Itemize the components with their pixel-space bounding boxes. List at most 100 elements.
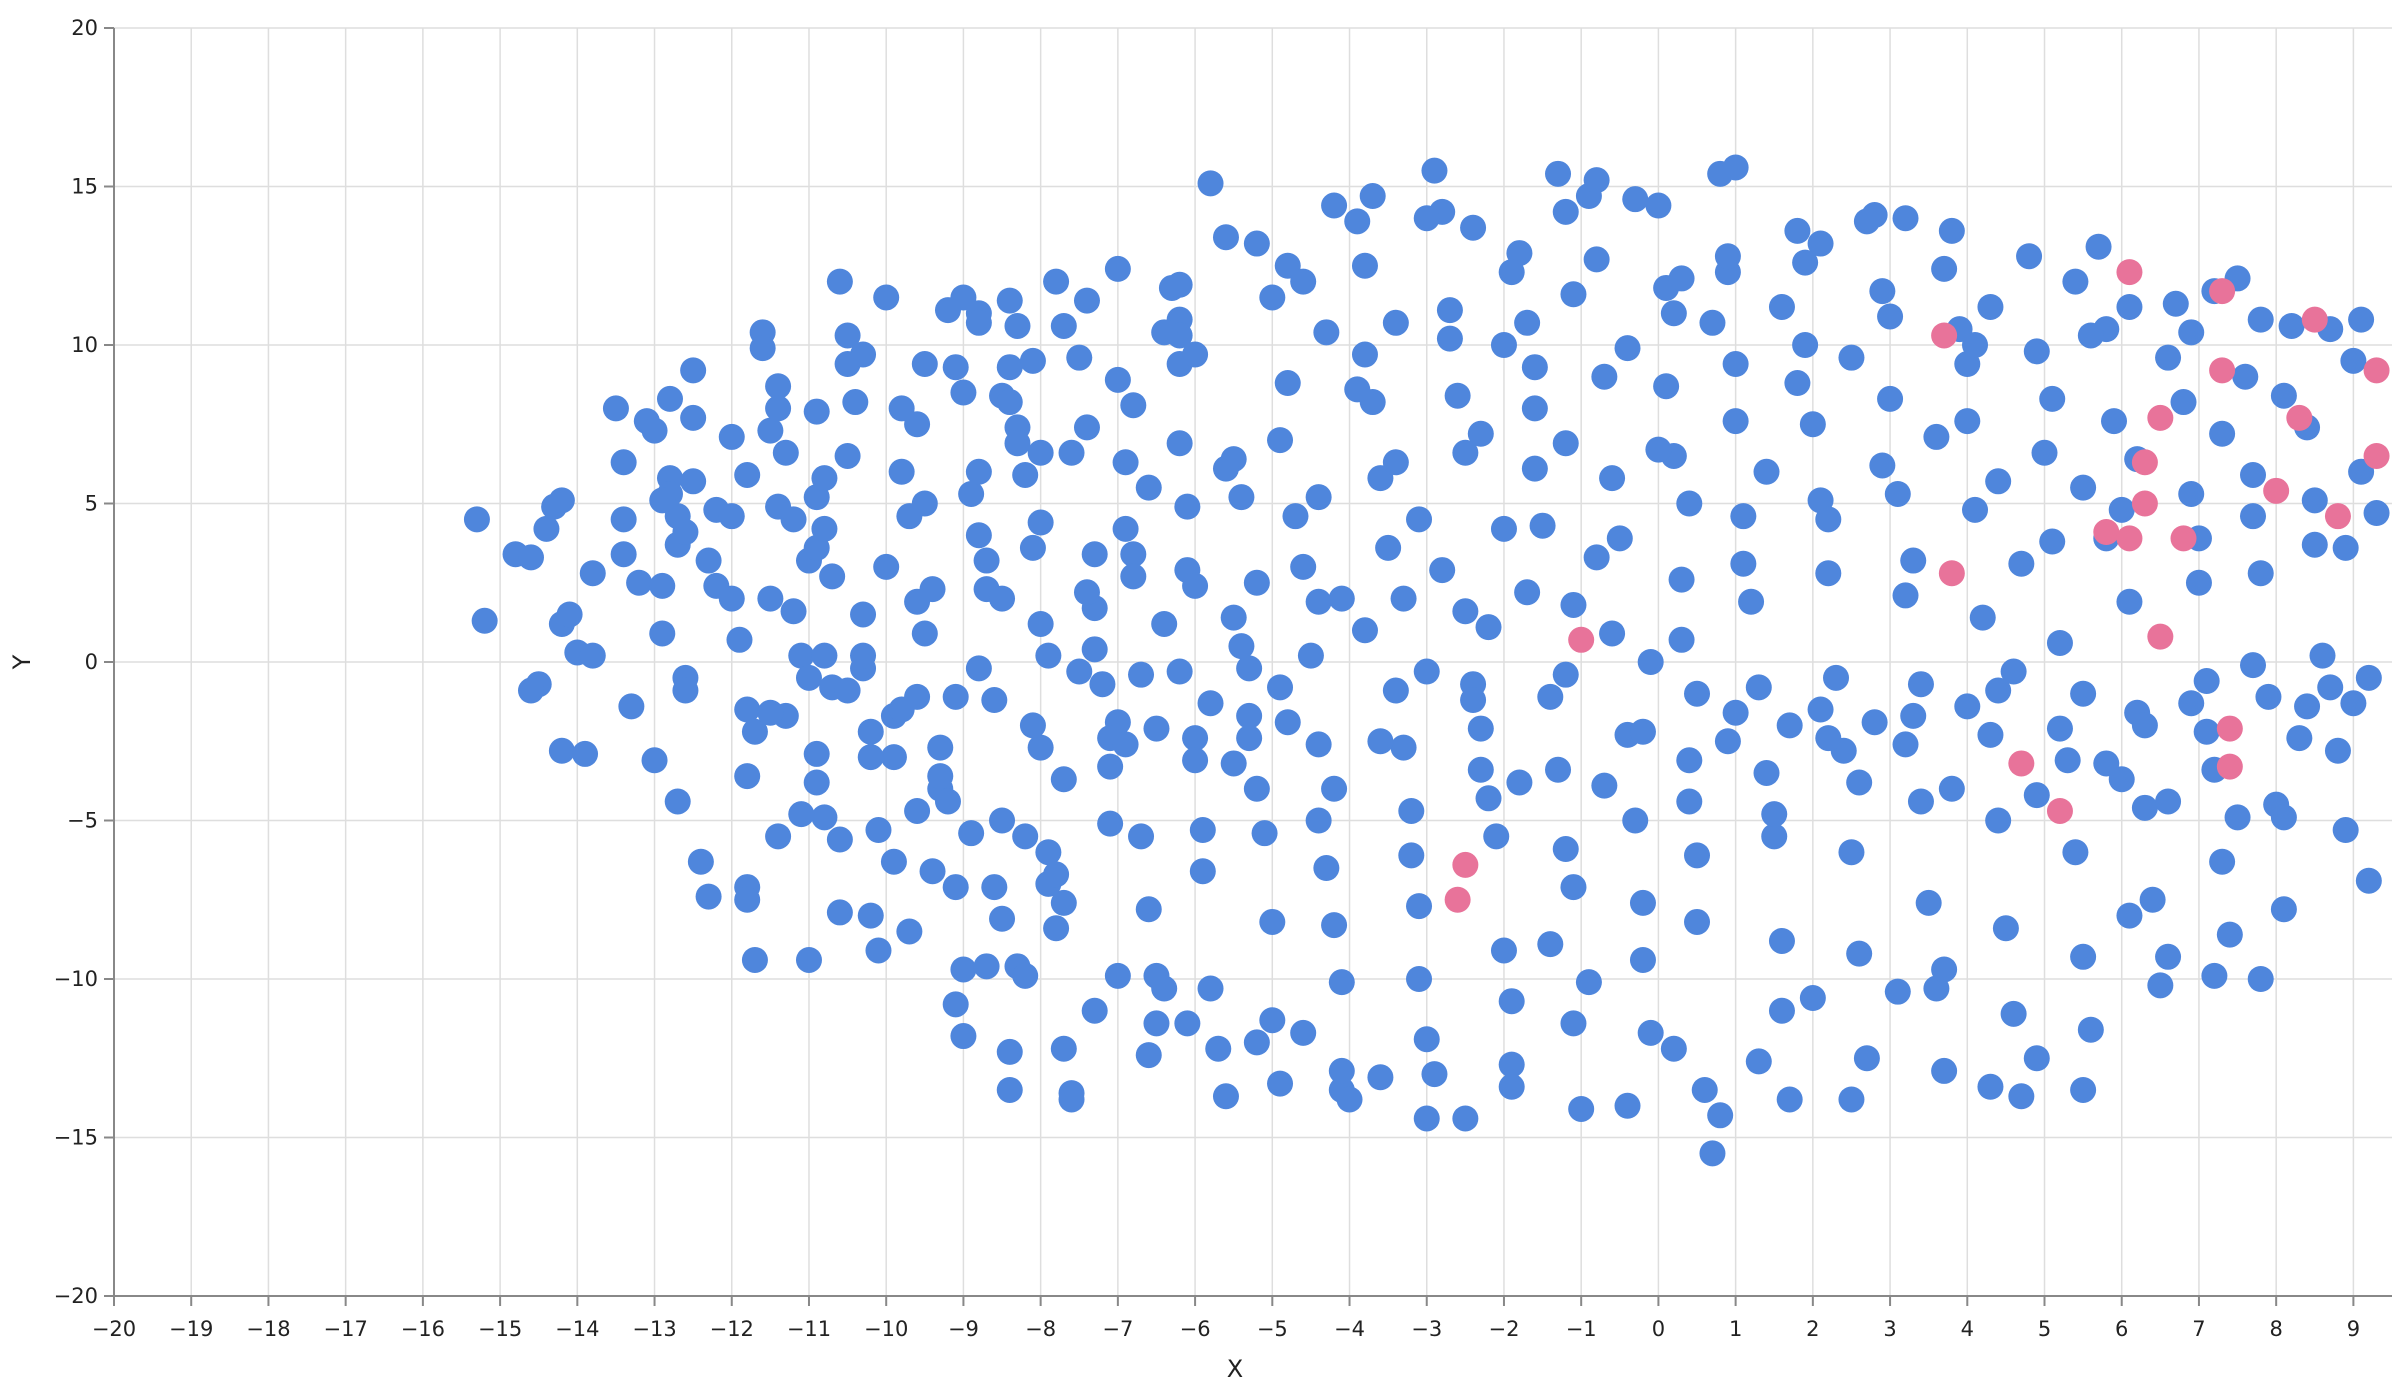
data-point-pink: [2131, 449, 2158, 476]
data-point-blue: [1900, 702, 1927, 729]
data-point-blue: [602, 395, 629, 422]
y-axis-ticks: −20 −15 −10 −5 0 5 10 15 20: [54, 16, 114, 1308]
data-point-blue: [757, 417, 784, 444]
data-point-blue: [2147, 972, 2174, 999]
data-point-blue: [2270, 382, 2297, 409]
data-point-blue: [1228, 633, 1255, 660]
data-point-blue: [834, 677, 861, 704]
data-point-blue: [996, 389, 1023, 416]
data-point-blue: [1243, 230, 1270, 257]
data-point-blue: [1583, 246, 1610, 273]
data-point-blue: [896, 918, 923, 945]
data-point-blue: [850, 642, 877, 669]
data-point-blue: [1599, 465, 1626, 492]
y-tick-label: 20: [71, 16, 98, 40]
data-point-blue: [1892, 582, 1919, 609]
data-point-blue: [2139, 886, 2166, 913]
data-point-blue: [2070, 474, 2097, 501]
data-point-blue: [1722, 699, 1749, 726]
data-point-blue: [1313, 855, 1340, 882]
data-point-blue: [1506, 769, 1533, 796]
data-point-blue: [1429, 557, 1456, 584]
data-point-blue: [2116, 588, 2143, 615]
data-point-blue: [1043, 268, 1070, 295]
data-point-blue: [942, 683, 969, 710]
data-point-blue: [2355, 664, 2382, 691]
data-point-blue: [1151, 610, 1178, 637]
data-point-blue: [2070, 680, 2097, 707]
data-point-blue: [1583, 544, 1610, 571]
data-point-blue: [1151, 319, 1178, 346]
data-point-blue: [1027, 439, 1054, 466]
data-point-blue: [641, 747, 668, 774]
x-axis-ticks: −20 −19 −18 −17 −16 −15 −14 −13 −12 −11 −10 −9 −8 −7−…: [92, 1296, 2360, 1341]
data-point-blue: [1228, 484, 1255, 511]
data-point-blue: [857, 902, 884, 929]
data-point-blue: [1521, 354, 1548, 381]
data-point-blue: [1622, 186, 1649, 213]
data-point-blue: [1328, 1057, 1355, 1084]
data-point-blue: [1776, 1086, 1803, 1113]
data-point-blue: [1290, 553, 1317, 580]
data-point-blue: [942, 354, 969, 381]
data-point-blue: [718, 585, 745, 612]
data-point-blue: [1676, 788, 1703, 815]
data-point-blue: [1274, 370, 1301, 397]
data-point-blue: [1815, 725, 1842, 752]
data-point-blue: [680, 468, 707, 495]
data-point-blue: [834, 442, 861, 469]
data-point-blue: [1236, 702, 1263, 729]
data-point-blue: [1907, 671, 1934, 698]
data-point-blue: [1344, 208, 1371, 235]
data-point-blue: [1954, 693, 1981, 720]
data-point-blue: [989, 905, 1016, 932]
data-point-blue: [1050, 766, 1077, 793]
x-tick-label: −1: [1566, 1317, 1597, 1341]
data-point-blue: [1398, 797, 1425, 824]
data-point-blue: [1714, 243, 1741, 270]
data-point-blue: [1259, 908, 1286, 935]
data-point-blue: [965, 655, 992, 682]
data-point-blue: [865, 937, 892, 964]
data-point-blue: [2247, 966, 2274, 992]
data-point-blue: [1182, 572, 1209, 599]
data-point-blue: [981, 874, 1008, 901]
data-point-blue: [1452, 1105, 1479, 1132]
data-point-blue: [1838, 1086, 1865, 1113]
data-point-blue: [1004, 312, 1031, 339]
data-point-blue: [2232, 363, 2259, 390]
data-point-blue: [1166, 658, 1193, 685]
data-point-blue: [780, 598, 807, 625]
data-point-blue: [1475, 614, 1502, 641]
data-point-blue: [734, 461, 761, 488]
data-point-blue: [1259, 1007, 1286, 1034]
data-point-blue: [1267, 1070, 1294, 1097]
data-point-blue: [1846, 940, 1873, 967]
y-tick-label: 15: [71, 175, 98, 199]
data-point-blue: [610, 449, 637, 476]
data-point-blue: [765, 373, 792, 400]
data-point-blue: [649, 620, 676, 647]
data-point-blue: [1676, 747, 1703, 774]
data-point-blue: [1027, 509, 1054, 536]
data-point-blue: [1128, 823, 1155, 850]
data-point-blue: [579, 642, 606, 669]
data-point-pink: [2116, 259, 2143, 286]
data-point-blue: [2101, 408, 2128, 435]
data-point-blue: [1637, 1019, 1664, 1046]
x-tick-label: −13: [632, 1317, 676, 1341]
data-point-blue: [1305, 588, 1332, 615]
data-point-blue: [1460, 687, 1487, 714]
data-point-blue: [2023, 782, 2050, 809]
data-point-blue: [1112, 731, 1139, 758]
data-point-blue: [1977, 721, 2004, 748]
data-point-pink: [2147, 404, 2174, 431]
data-point-pink: [2170, 525, 2197, 552]
data-point-blue: [1699, 1140, 1726, 1167]
data-point-blue: [2201, 962, 2228, 989]
data-point-blue: [2023, 1045, 2050, 1072]
data-point-blue: [1514, 579, 1541, 606]
data-point-blue: [1297, 642, 1324, 669]
data-point-pink: [2216, 715, 2243, 742]
